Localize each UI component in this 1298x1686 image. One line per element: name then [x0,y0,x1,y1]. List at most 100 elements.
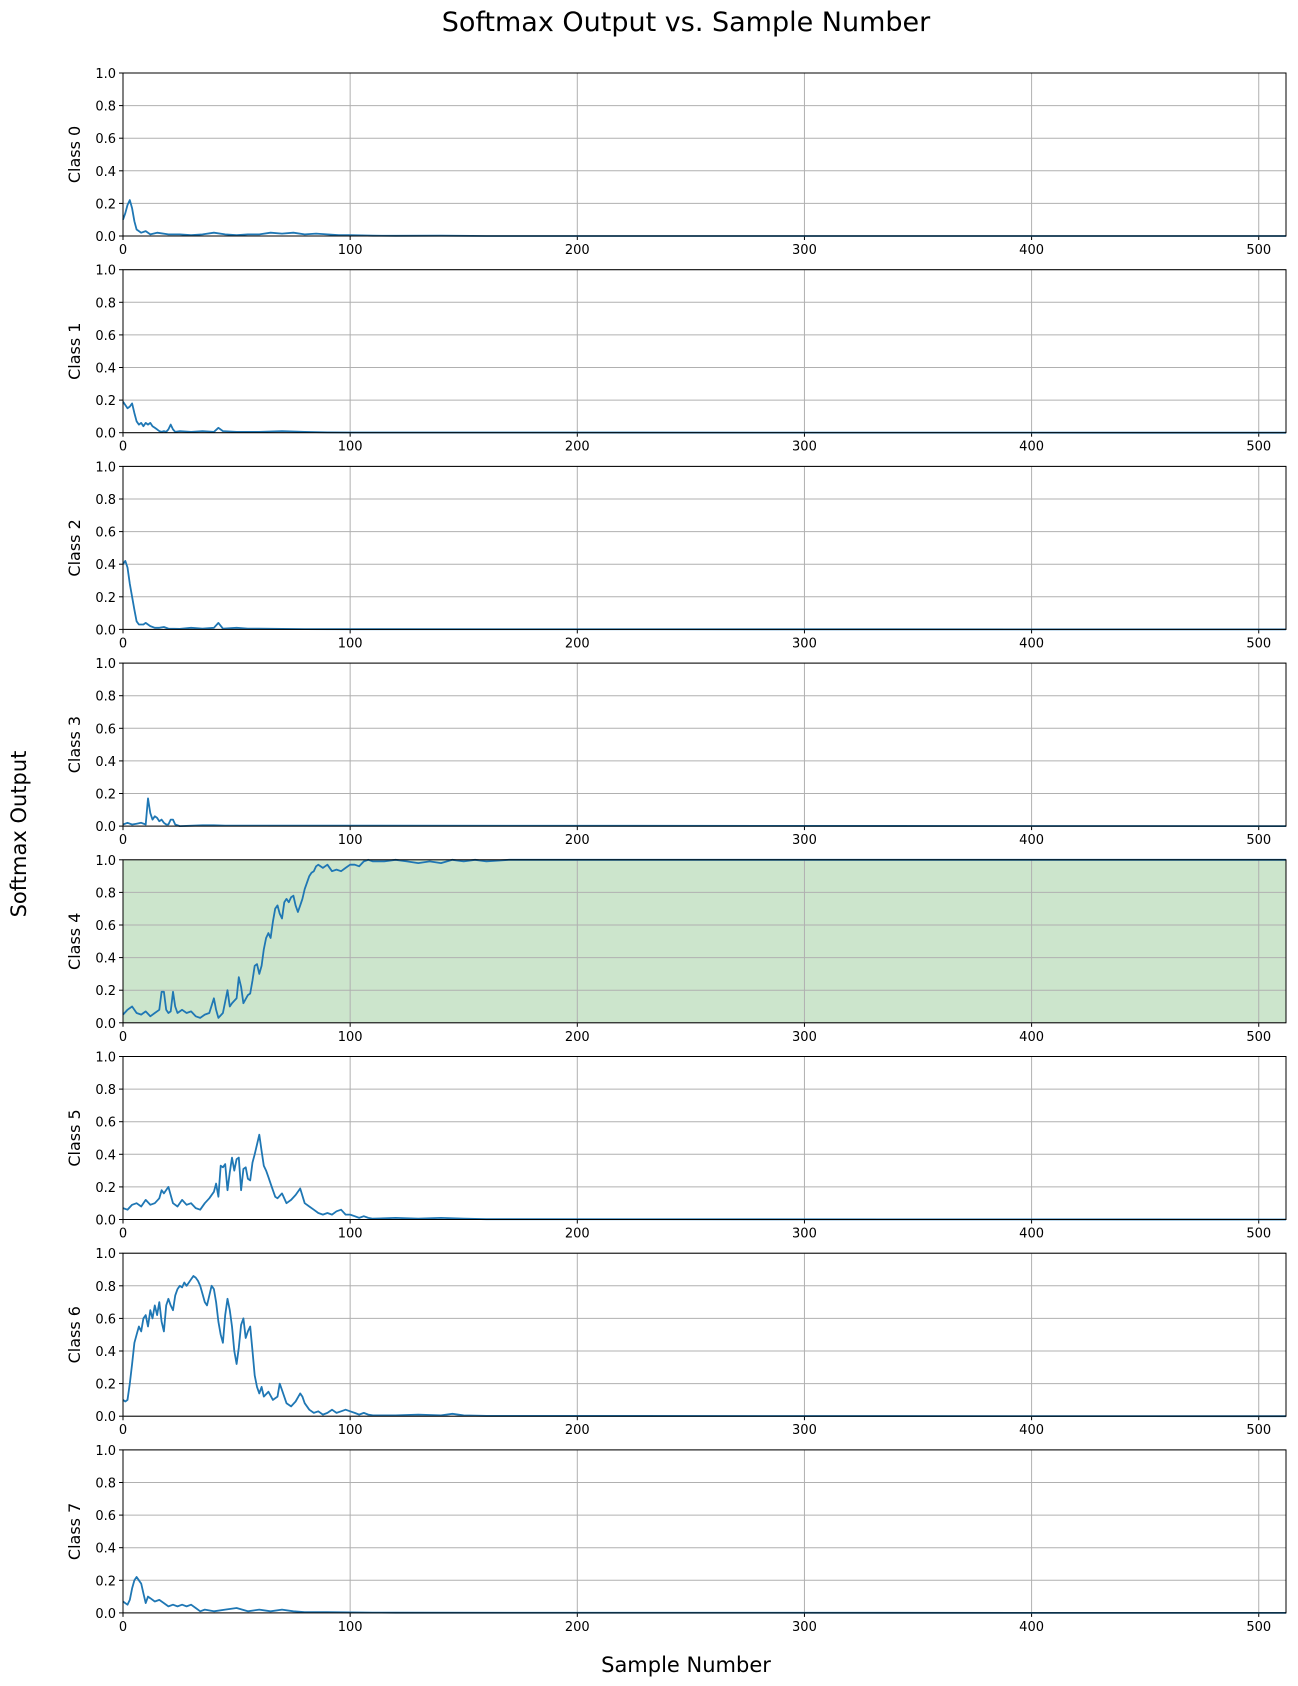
x-tick-label: 300 [792,1620,817,1635]
subplot-class-2: 0 100 200 300 400 500 0.0 0.2 0.4 0.6 0.8 1.0 Class … [65,460,1287,651]
x-tick-label: 400 [1019,440,1044,455]
x-tick-label: 200 [565,833,590,848]
plot-frame [122,465,1287,630]
series-line-class-4 [122,858,1286,1019]
y-tick-label: 0.6 [95,1312,116,1327]
y-tick-label: 0.4 [95,1345,116,1360]
y-tick-label: 0.6 [95,329,116,344]
y-tick-label: 0.0 [95,427,116,442]
x-tick-label: 400 [1019,1620,1044,1635]
series-line-class-6 [122,1275,1287,1418]
x-tick-label: 200 [565,243,590,258]
y-tick-label: 0.0 [95,1214,116,1229]
y-tick-label: 0.6 [95,526,116,541]
x-tick-label: 100 [338,1030,363,1045]
x-tick-label: 400 [1019,636,1044,651]
y-tick-label: 0.0 [95,1607,116,1622]
subplot-class-6: 0 100 200 300 400 500 0.0 0.2 0.4 0.6 0.8 1.0 Class … [65,1247,1287,1438]
y-tick-label: 0.4 [95,1542,116,1557]
x-tick-label: 200 [565,1620,590,1635]
y-tick-label: 0.4 [95,1148,116,1163]
plot-background [123,73,1286,236]
y-tick-label: 0.8 [95,493,116,508]
x-tick-label: 200 [565,1030,590,1045]
y-tick-label: 0.6 [95,1116,116,1131]
subplot-class-7: 0 100 200 300 400 500 0.0 0.2 0.4 0.6 0.8 1.0 Class … [65,1444,1287,1635]
x-tick-label: 400 [1019,1423,1044,1438]
x-tick-label: 500 [1246,243,1271,258]
x-tick-label: 0 [119,636,127,651]
y-tick-label: 0.2 [95,1378,116,1393]
y-tick-label: 0.6 [95,1509,116,1524]
plot-background [123,269,1286,433]
x-tick-label: 500 [1246,833,1271,848]
plot-frame [122,859,1287,1024]
y-tick-label: 1.0 [95,264,116,279]
y-tick-label: 0.2 [95,197,116,212]
x-tick-label: 300 [792,1423,817,1438]
x-tick-label: 0 [119,1227,127,1242]
panel-ylabel: Class 1 [65,323,84,380]
y-axis-label: Softmax Output [7,751,31,918]
y-tick-label: 1.0 [95,854,116,869]
x-tick-label: 400 [1019,1030,1044,1045]
x-tick-label: 300 [792,243,817,258]
x-tick-label: 500 [1246,636,1271,651]
x-tick-label: 100 [338,1227,363,1242]
subplot-panels: 0 100 200 300 400 500 0.0 0.2 0.4 0.6 0.8 1.0 Class … [65,67,1287,1635]
y-tick-label: 0.4 [95,362,116,377]
y-tick-label: 0.0 [95,1410,116,1425]
series-line-class-5 [122,1133,1287,1221]
x-tick-label: 400 [1019,1227,1044,1242]
x-tick-label: 300 [792,833,817,848]
y-tick-label: 0.8 [95,690,116,705]
y-tick-label: 0.2 [95,591,116,606]
x-tick-label: 400 [1019,833,1044,848]
subplot-class-3: 0 100 200 300 400 500 0.0 0.2 0.4 0.6 0.8 1.0 Class … [65,657,1287,848]
subplot-class-1: 0 100 200 300 400 500 0.0 0.2 0.4 0.6 0.8 1.0 Class … [65,264,1287,455]
y-tick-label: 0.0 [95,623,116,638]
y-tick-label: 0.8 [95,1477,116,1492]
y-tick-label: 0.4 [95,952,116,967]
x-tick-label: 200 [565,636,590,651]
x-axis-label: Sample Number [601,1653,771,1677]
x-tick-label: 500 [1246,1423,1271,1438]
x-tick-label: 100 [338,243,363,258]
y-tick-label: 0.0 [95,230,116,245]
plot-background [123,1056,1286,1220]
x-tick-label: 100 [338,1423,363,1438]
x-tick-label: 0 [119,833,127,848]
panel-ylabel: Class 6 [65,1306,84,1363]
x-tick-label: 300 [792,636,817,651]
plot-background [123,1449,1286,1613]
x-tick-label: 100 [338,833,363,848]
plot-frame [122,1252,1287,1417]
x-tick-label: 100 [338,636,363,651]
x-tick-label: 500 [1246,440,1271,455]
subplot-class-0: 0 100 200 300 400 500 0.0 0.2 0.4 0.6 0.8 1.0 Class … [65,67,1287,258]
panel-ylabel: Class 5 [65,1109,84,1166]
plot-frame [122,269,1287,434]
y-tick-label: 1.0 [95,1051,116,1066]
plot-frame [122,1449,1287,1614]
y-tick-label: 0.2 [95,788,116,803]
x-tick-label: 0 [119,440,127,455]
panel-ylabel: Class 7 [65,1503,84,1560]
subplot-class-5: 0 100 200 300 400 500 0.0 0.2 0.4 0.6 0.8 1.0 Class … [65,1051,1287,1242]
y-tick-label: 1.0 [95,657,116,672]
x-tick-label: 0 [119,1620,127,1635]
panel-ylabel: Class 3 [65,716,84,773]
x-tick-label: 200 [565,440,590,455]
panel-ylabel: Class 4 [65,913,84,970]
y-tick-label: 1.0 [95,1444,116,1459]
y-tick-label: 0.2 [95,984,116,999]
y-tick-label: 0.4 [95,755,116,770]
x-tick-label: 500 [1246,1227,1271,1242]
panel-ylabel: Class 2 [65,519,84,576]
y-tick-label: 0.8 [95,100,116,115]
plot-frame [122,72,1287,237]
plot-background [123,1253,1286,1417]
x-tick-label: 500 [1246,1030,1271,1045]
y-tick-label: 0.8 [95,886,116,901]
y-tick-label: 0.8 [95,296,116,311]
